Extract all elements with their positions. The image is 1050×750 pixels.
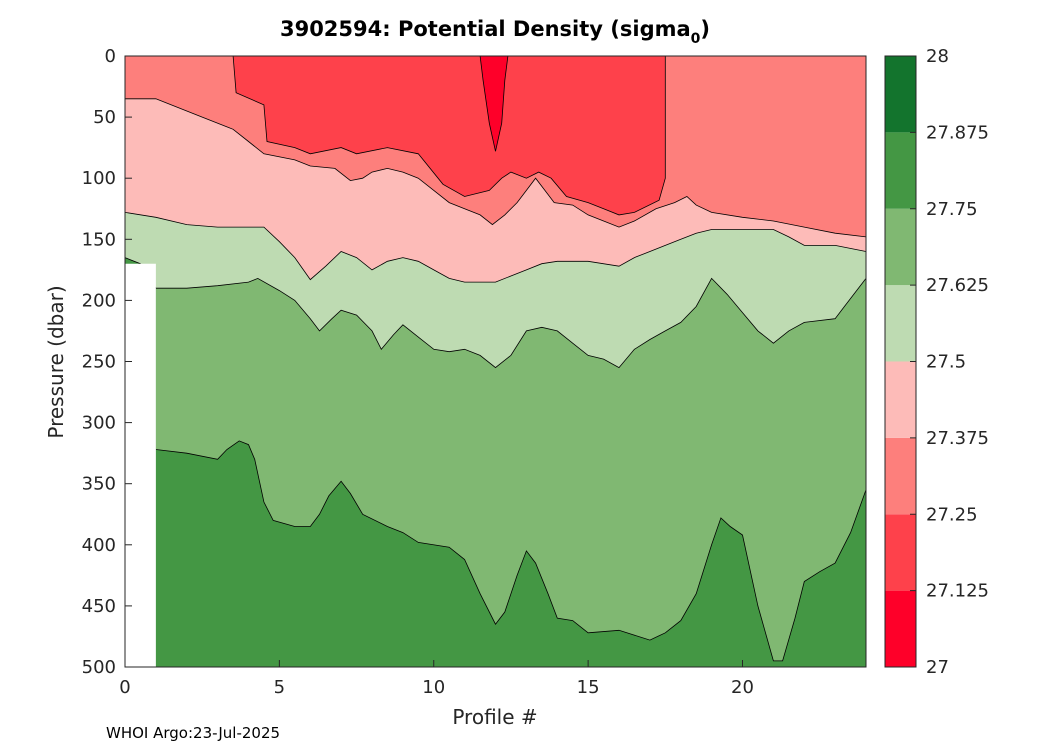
colorbar-frame (884, 55, 917, 668)
band-27.125-27.25 (233, 56, 666, 215)
y-tick-label: 0 (105, 46, 116, 67)
colorbar-tick-label: 27.625 (926, 275, 989, 296)
band-27-27.125 (480, 56, 508, 152)
y-tick-label: 350 (82, 474, 116, 495)
colorbar: 27 27.125 27.25 27.375 27.5 27.625 27.75 27.875… (884, 46, 989, 678)
colorbar-tick-label: 27.125 (926, 581, 989, 602)
colorbar-swatch (885, 514, 916, 591)
colorbar-tick-label: 28 (926, 46, 949, 67)
x-axis-label: Profile # (452, 705, 537, 729)
colorbar-swatch (885, 590, 916, 667)
y-axis-label: Pressure (dbar) (44, 285, 68, 438)
colorbar-swatch (885, 361, 916, 438)
isopycnal-27.625 (124, 257, 867, 369)
y-tick-label: 150 (82, 229, 116, 250)
y-tick-label: 400 (82, 535, 116, 556)
isopycnal-27.125 (479, 55, 509, 152)
colorbar-swatch (885, 56, 916, 133)
footer-credit: WHOI Argo:23-Jul-2025 (106, 724, 281, 742)
x-tick-label: 10 (422, 677, 445, 698)
isopycnal-27.25 (232, 55, 666, 216)
x-tick-label: 0 (119, 677, 130, 698)
colorbar-tick-label: 27.5 (926, 352, 966, 373)
colorbar-tick-label: 27.875 (926, 122, 989, 143)
y-axis: 0 50 100 150 200 250 300 350 400 450 500 (82, 46, 867, 678)
chart-title: 3902594: Potential Density (sigma0) (280, 17, 710, 47)
isopycnal-27.5 (124, 212, 867, 283)
y-tick-label: 50 (93, 107, 116, 128)
colorbar-swatch (885, 285, 916, 362)
isopycnal-27.375 (125, 98, 867, 238)
x-axis: 0 5 10 15 20 (119, 660, 754, 698)
isopycnal-27.75 (155, 440, 867, 662)
colorbar-swatch (885, 208, 916, 286)
y-tick-label: 500 (82, 657, 116, 678)
plot-area (124, 55, 867, 667)
x-tick-label: 20 (731, 677, 754, 698)
y-tick-label: 300 (82, 413, 116, 434)
colorbar-swatch (885, 132, 916, 209)
no-data-region (125, 263, 156, 667)
x-tick-label: 15 (577, 677, 600, 698)
y-tick-label: 250 (82, 352, 116, 373)
colorbar-tick-label: 27.75 (926, 199, 978, 220)
colorbar-tick-label: 27.375 (926, 428, 989, 449)
y-tick-label: 450 (82, 596, 116, 617)
y-tick-label: 200 (82, 290, 116, 311)
x-tick-label: 5 (274, 677, 285, 698)
colorbar-tick-label: 27 (926, 657, 949, 678)
colorbar-swatch (885, 437, 916, 515)
plot-frame (124, 55, 867, 668)
colorbar-tick-label: 27.25 (926, 504, 978, 525)
y-tick-label: 100 (82, 168, 116, 189)
